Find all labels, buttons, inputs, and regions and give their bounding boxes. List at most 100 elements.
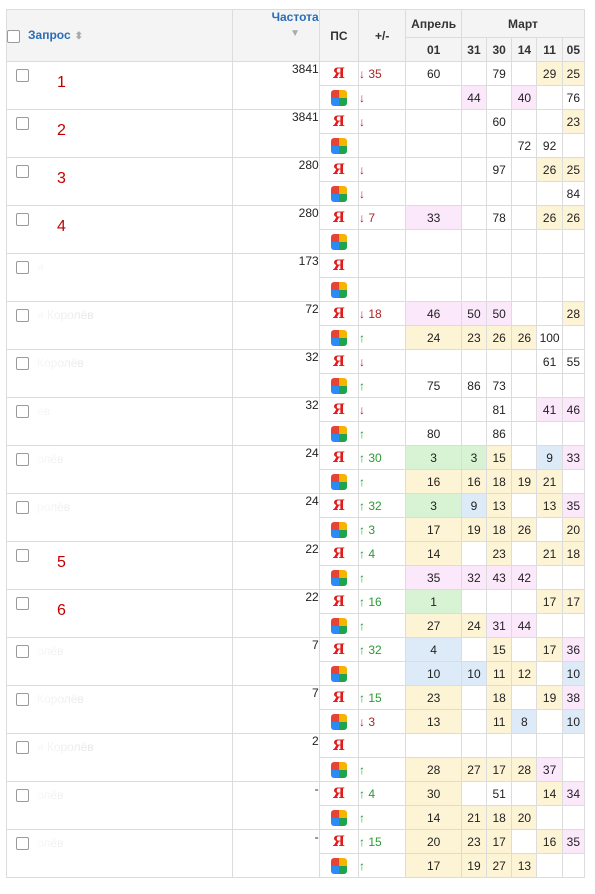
position-cell: 28 — [511, 757, 538, 782]
position-cell: 33 — [561, 445, 586, 470]
row-checkbox[interactable] — [16, 645, 29, 658]
position-change: ↓ — [357, 157, 407, 182]
position-cell — [536, 709, 563, 734]
google-cell — [318, 565, 360, 590]
keyword-row-google: ↓ 84 — [7, 181, 586, 206]
position-cell — [486, 589, 513, 614]
frequency-value: 3841 — [231, 109, 320, 158]
position-change: ↓ — [357, 85, 407, 110]
position-cell: 40 — [511, 85, 538, 110]
position-change: ↑ 30 — [357, 445, 407, 470]
query-cell: я Королёв — [6, 733, 233, 782]
position-cell — [536, 805, 563, 830]
position-cell: 28 — [405, 757, 462, 782]
position-change: ↑ — [357, 373, 407, 398]
position-cell — [511, 589, 538, 614]
row-checkbox[interactable] — [16, 501, 29, 514]
keyword-row-google: ↑ 14 21 18 20 — [7, 805, 586, 830]
blurred-query-overlay — [37, 306, 169, 344]
position-cell: 14 — [405, 541, 462, 566]
google-icon — [330, 185, 347, 202]
position-cell — [561, 421, 586, 446]
position-cell: 35 — [561, 829, 586, 854]
day-header: 31 — [460, 37, 488, 62]
yandex-cell: Я — [318, 253, 360, 278]
row-checkbox[interactable] — [16, 357, 29, 370]
yandex-icon: Я — [332, 449, 346, 466]
row-checkbox[interactable] — [16, 789, 29, 802]
position-cell: 27 — [460, 757, 488, 782]
position-cell — [460, 205, 488, 230]
position-cell — [486, 733, 513, 758]
yandex-cell: Я — [318, 205, 360, 230]
blurred-query-overlay — [37, 402, 169, 440]
position-cell: 43 — [486, 565, 513, 590]
position-cell — [511, 685, 538, 710]
position-cell: 18 — [486, 469, 513, 494]
position-cell: 12 — [511, 661, 538, 686]
position-cell — [405, 157, 462, 182]
position-cell: 61 — [536, 349, 563, 374]
position-cell: 10 — [405, 661, 462, 686]
sort-desc-icon[interactable]: ▼ — [290, 28, 301, 39]
yandex-cell: Я — [318, 493, 360, 518]
row-checkbox[interactable] — [16, 597, 29, 610]
position-change: ↑ — [357, 421, 407, 446]
frequency-sort-link[interactable]: Частота — [271, 10, 319, 25]
position-cell — [511, 229, 538, 254]
position-cell — [561, 733, 586, 758]
query-cell: ёв — [6, 397, 233, 446]
google-cell — [318, 805, 360, 830]
position-cell — [561, 277, 586, 302]
position-cell: 92 — [536, 133, 563, 158]
row-checkbox[interactable] — [16, 549, 29, 562]
position-cell — [460, 709, 488, 734]
blurred-query-overlay — [37, 594, 169, 632]
position-change: ↓ 18 — [357, 301, 407, 326]
frequency-value: 280 — [231, 157, 320, 206]
keyword-row-google: ↓ 44 40 76 — [7, 85, 586, 110]
position-cell: 78 — [486, 205, 513, 230]
query-cell: ролёв — [6, 493, 233, 542]
query-column-header[interactable]: Запрос ⬍ — [6, 9, 233, 62]
position-cell: 8 — [511, 709, 538, 734]
keyword-row-google: ↑ 75 86 73 — [7, 373, 586, 398]
position-cell: 21 — [536, 469, 563, 494]
google-cell — [318, 229, 360, 254]
position-cell — [561, 469, 586, 494]
blurred-query-overlay — [37, 66, 169, 104]
position-cell: 35 — [561, 493, 586, 518]
row-checkbox[interactable] — [16, 261, 29, 274]
select-all-checkbox[interactable] — [7, 29, 20, 43]
position-change: ↑ 4 — [357, 541, 407, 566]
frequency-column-header[interactable]: Частота ▼ — [231, 9, 320, 62]
position-cell: 18 — [561, 541, 586, 566]
row-checkbox[interactable] — [16, 309, 29, 322]
row-checkbox[interactable] — [16, 69, 29, 82]
row-checkbox[interactable] — [16, 213, 29, 226]
row-checkbox[interactable] — [16, 117, 29, 130]
query-sort-link[interactable]: Запрос — [28, 28, 71, 43]
position-cell: 73 — [486, 373, 513, 398]
position-cell: 81 — [486, 397, 513, 422]
row-checkbox[interactable] — [16, 837, 29, 850]
position-cell — [460, 157, 488, 182]
row-checkbox[interactable] — [16, 165, 29, 178]
yandex-cell: Я — [318, 781, 360, 806]
row-checkbox[interactable] — [16, 693, 29, 706]
yandex-cell: Я — [318, 301, 360, 326]
position-change: ↑ 4 — [357, 781, 407, 806]
position-cell — [405, 133, 462, 158]
position-cell — [460, 733, 488, 758]
position-cell — [460, 109, 488, 134]
row-checkbox[interactable] — [16, 453, 29, 466]
query-cell: 6 — [6, 589, 233, 638]
row-checkbox[interactable] — [16, 741, 29, 754]
row-checkbox[interactable] — [16, 405, 29, 418]
blurred-query-overlay — [37, 690, 169, 728]
keyword-row-google: ↑ 24 23 26 26 100 — [7, 325, 586, 350]
position-cell — [536, 253, 563, 278]
sort-arrows-icon[interactable]: ⬍ — [74, 30, 84, 42]
frequency-value: 7 — [231, 685, 320, 734]
google-icon — [330, 377, 347, 394]
